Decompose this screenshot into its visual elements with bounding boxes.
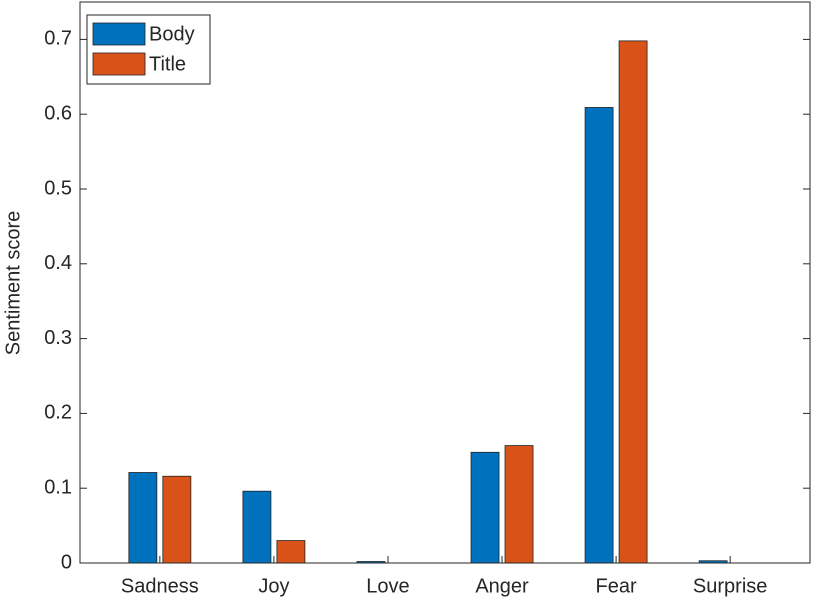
y-tick-label: 0 xyxy=(61,551,72,573)
y-tick-label: 0.2 xyxy=(44,402,72,424)
y-tick-label: 0.1 xyxy=(44,476,72,498)
bar xyxy=(276,540,306,564)
x-tick-label: Love xyxy=(366,575,409,597)
y-tick-label: 0.6 xyxy=(44,102,72,124)
x-tick-label: Fear xyxy=(596,575,637,597)
x-tick-label: Joy xyxy=(258,575,289,597)
y-tick-label: 0.5 xyxy=(44,177,72,199)
bar xyxy=(162,475,192,564)
y-tick-label: 0.7 xyxy=(44,28,72,50)
bar xyxy=(470,451,500,564)
legend-swatch xyxy=(92,52,146,76)
bar xyxy=(242,490,272,564)
y-tick-label: 0.3 xyxy=(44,327,72,349)
y-axis-label: Sentiment score xyxy=(2,211,24,356)
bar xyxy=(128,472,158,564)
x-tick-label: Anger xyxy=(475,575,529,597)
legend-label: Body xyxy=(149,23,195,45)
bar xyxy=(504,445,534,564)
x-tick-label: Surprise xyxy=(693,575,767,597)
bar xyxy=(618,40,648,564)
legend-swatch xyxy=(92,22,146,46)
y-tick-label: 0.4 xyxy=(44,252,72,274)
x-tick-label: Sadness xyxy=(121,575,199,597)
plot-frame xyxy=(79,1,811,564)
legend-label: Title xyxy=(149,53,186,75)
bar xyxy=(584,107,614,564)
